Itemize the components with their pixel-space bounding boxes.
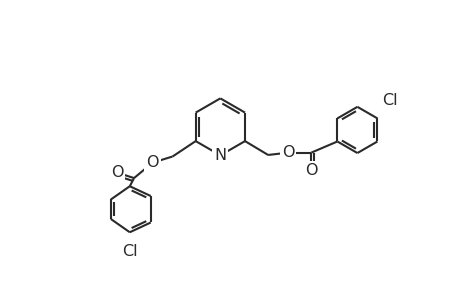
Text: O: O: [146, 155, 158, 170]
Text: Cl: Cl: [381, 93, 397, 108]
Text: Cl: Cl: [122, 244, 137, 259]
Text: O: O: [111, 165, 123, 180]
Text: N: N: [214, 148, 226, 163]
Text: O: O: [281, 145, 294, 160]
Text: O: O: [304, 163, 317, 178]
